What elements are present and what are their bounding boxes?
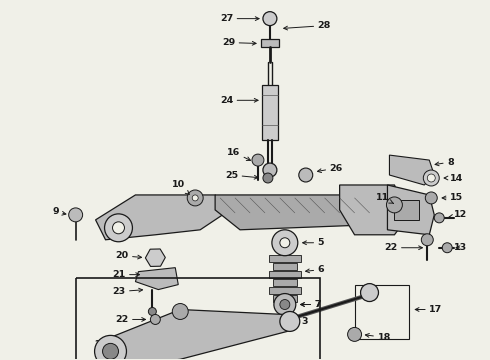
- Text: 3: 3: [294, 317, 308, 326]
- Text: 15: 15: [442, 193, 464, 202]
- Bar: [261, 39, 279, 46]
- Circle shape: [434, 213, 444, 223]
- Text: 6: 6: [306, 265, 324, 274]
- Circle shape: [425, 192, 437, 204]
- Text: 1: 1: [0, 359, 1, 360]
- Circle shape: [387, 197, 402, 213]
- Text: 21: 21: [112, 270, 140, 279]
- Polygon shape: [388, 185, 434, 235]
- Text: 28: 28: [284, 21, 331, 30]
- Text: 11: 11: [376, 193, 393, 203]
- Text: 12: 12: [449, 210, 467, 219]
- Text: 13: 13: [454, 243, 467, 252]
- Text: 19: 19: [0, 359, 1, 360]
- Text: 20: 20: [115, 251, 142, 260]
- Text: 22: 22: [115, 315, 146, 324]
- Bar: [355, 285, 409, 339]
- Circle shape: [280, 300, 290, 310]
- Bar: [269, 287, 301, 293]
- Circle shape: [263, 12, 277, 26]
- Text: 2: 2: [94, 340, 107, 350]
- Text: 22: 22: [384, 243, 422, 252]
- Circle shape: [150, 315, 160, 324]
- Text: 14: 14: [444, 174, 464, 183]
- Bar: [75, 278, 319, 360]
- Bar: [269, 255, 301, 262]
- Text: 27: 27: [220, 14, 259, 23]
- Text: 24: 24: [220, 96, 258, 105]
- Text: 8: 8: [435, 158, 454, 167]
- Circle shape: [69, 208, 83, 222]
- Polygon shape: [215, 195, 369, 230]
- Circle shape: [252, 154, 264, 166]
- Text: 16: 16: [227, 148, 250, 161]
- Text: 23: 23: [112, 287, 143, 296]
- Text: 5: 5: [303, 238, 324, 247]
- Circle shape: [148, 307, 156, 315]
- Bar: [273, 263, 297, 270]
- Bar: [394, 200, 419, 220]
- Circle shape: [274, 293, 296, 315]
- Text: 7: 7: [301, 300, 321, 309]
- Polygon shape: [340, 185, 409, 235]
- Circle shape: [299, 168, 313, 182]
- Circle shape: [442, 243, 452, 253]
- Circle shape: [113, 222, 124, 234]
- Bar: [262, 85, 278, 140]
- Text: 4: 4: [0, 359, 1, 360]
- Circle shape: [192, 195, 198, 201]
- Text: 18: 18: [366, 333, 391, 342]
- Text: 29: 29: [222, 38, 256, 47]
- Circle shape: [102, 343, 119, 359]
- Circle shape: [421, 234, 433, 246]
- Circle shape: [172, 303, 188, 319]
- Circle shape: [95, 336, 126, 360]
- Text: 7: 7: [301, 300, 321, 309]
- Polygon shape: [96, 195, 230, 240]
- Text: 10: 10: [172, 180, 189, 194]
- Polygon shape: [390, 155, 434, 185]
- Circle shape: [263, 163, 277, 177]
- Circle shape: [263, 173, 273, 183]
- Bar: [273, 279, 297, 285]
- Circle shape: [427, 174, 435, 182]
- Circle shape: [423, 170, 439, 186]
- Circle shape: [280, 238, 290, 248]
- Text: 25: 25: [225, 171, 258, 180]
- Circle shape: [361, 284, 378, 302]
- Circle shape: [104, 214, 132, 242]
- Text: 17: 17: [415, 305, 442, 314]
- Polygon shape: [135, 268, 178, 289]
- Text: 26: 26: [318, 163, 343, 172]
- Bar: [273, 294, 297, 302]
- Circle shape: [280, 311, 300, 332]
- Circle shape: [187, 190, 203, 206]
- Polygon shape: [105, 310, 295, 360]
- Text: 9: 9: [52, 207, 66, 216]
- Bar: [269, 271, 301, 278]
- Circle shape: [272, 230, 298, 256]
- Circle shape: [347, 328, 362, 341]
